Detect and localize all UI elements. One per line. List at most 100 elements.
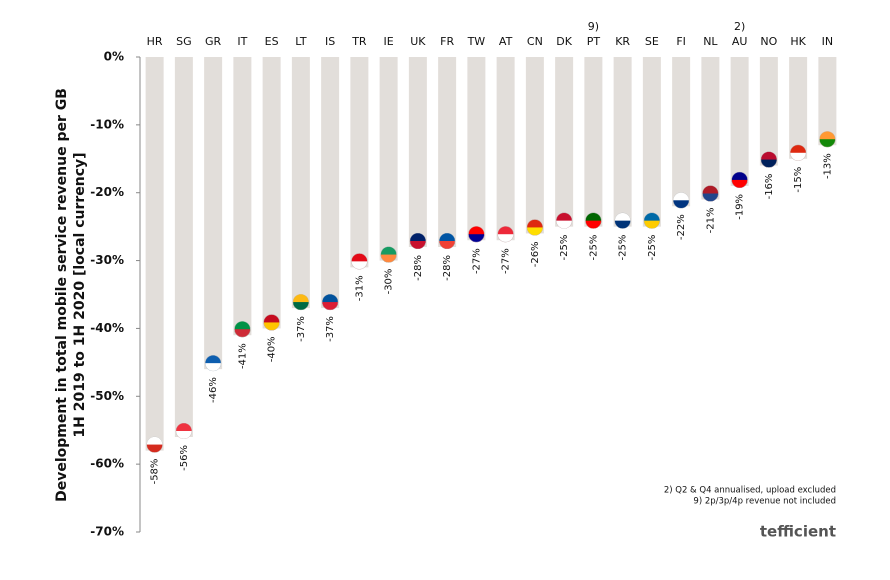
logo: tefficient — [760, 523, 836, 541]
flag — [702, 185, 719, 202]
flag — [790, 144, 807, 161]
value-label: -25% — [618, 235, 629, 261]
bar — [321, 57, 340, 309]
flag — [643, 212, 660, 229]
x-tick-label: ES — [265, 35, 279, 48]
bar — [262, 57, 281, 329]
value-label: -27% — [501, 248, 512, 274]
flag — [760, 151, 777, 168]
category-note: 9) — [588, 20, 599, 33]
flag — [234, 321, 251, 338]
value-label: -25% — [647, 235, 658, 261]
x-tick-label: TW — [467, 35, 486, 48]
bar — [759, 57, 778, 166]
value-label: -26% — [530, 241, 541, 267]
value-label: -58% — [150, 459, 161, 485]
value-label: -16% — [764, 174, 775, 200]
x-tick-label: IT — [237, 35, 247, 48]
x-tick-label: LT — [295, 35, 307, 48]
flag — [351, 253, 368, 270]
value-label: -40% — [267, 336, 278, 362]
bar — [789, 57, 808, 159]
y-tick-label: -70% — [90, 525, 124, 539]
flag — [292, 294, 309, 311]
x-tick-label: HR — [147, 35, 163, 48]
flag — [468, 226, 485, 243]
value-label: -31% — [354, 275, 365, 301]
flag — [175, 423, 192, 439]
flag — [731, 171, 748, 188]
value-label: -19% — [735, 194, 746, 220]
bar — [555, 57, 574, 227]
footnote: 9) 2p/3p/4p revenue not included — [693, 497, 836, 507]
y-tick-label: -30% — [90, 253, 124, 267]
y-tick-label: -10% — [90, 117, 124, 131]
bar — [438, 57, 457, 247]
bar — [350, 57, 369, 268]
x-tick-label: IE — [384, 35, 394, 48]
x-tick-label: FI — [676, 35, 686, 48]
bar — [672, 57, 691, 207]
y-axis-title: Development in total mobile service reve… — [54, 88, 70, 502]
flag — [439, 233, 456, 249]
bar — [613, 57, 632, 227]
flag — [380, 246, 397, 263]
bar — [496, 57, 515, 241]
x-tick-label: HK — [790, 35, 806, 48]
flag — [614, 212, 631, 229]
x-tick-label: AT — [499, 35, 513, 48]
value-label: -27% — [471, 248, 482, 274]
flag — [556, 212, 573, 229]
bar — [730, 57, 749, 186]
flag — [146, 436, 163, 453]
x-tick-label: IN — [822, 35, 833, 48]
flag — [409, 233, 426, 249]
bar — [233, 57, 252, 336]
x-tick-label: IS — [325, 35, 335, 48]
bar — [584, 57, 603, 227]
bar — [467, 57, 486, 241]
value-label: -30% — [384, 269, 395, 295]
flag — [497, 226, 514, 243]
bar — [642, 57, 661, 227]
category-note: 2) — [734, 20, 745, 33]
y-tick-label: -20% — [90, 185, 124, 199]
value-label: -13% — [822, 153, 833, 179]
x-tick-label: PT — [587, 35, 601, 48]
bar — [174, 57, 193, 437]
x-tick-label: SG — [176, 35, 192, 48]
bar — [818, 57, 837, 146]
x-tick-label: NO — [760, 35, 777, 48]
bar — [525, 57, 544, 234]
value-label: -21% — [705, 208, 716, 234]
x-tick-label: AU — [732, 35, 748, 48]
x-tick-label: DK — [556, 35, 572, 48]
x-tick-label: GR — [205, 35, 222, 48]
value-label: -28% — [413, 255, 424, 281]
y-tick-label: -40% — [90, 321, 124, 335]
bar — [408, 57, 427, 247]
value-label: -25% — [559, 235, 570, 261]
y-tick-label: 0% — [104, 50, 124, 64]
flag — [322, 294, 339, 311]
y-tick-label: -60% — [90, 457, 124, 471]
flag — [673, 192, 690, 209]
value-label: -37% — [296, 316, 307, 342]
x-tick-label: NL — [703, 35, 718, 48]
bar — [379, 57, 398, 261]
bar — [701, 57, 720, 200]
flag — [263, 314, 280, 331]
y-tick-label: -50% — [90, 389, 124, 403]
value-label: -22% — [676, 214, 687, 240]
value-label: -15% — [793, 167, 804, 193]
value-label: -41% — [237, 343, 248, 369]
value-label: -56% — [179, 445, 190, 471]
x-tick-label: UK — [410, 35, 426, 48]
value-label: -28% — [442, 255, 453, 281]
flag — [819, 131, 836, 148]
bar — [291, 57, 310, 309]
x-tick-label: SE — [645, 35, 659, 48]
x-tick-label: FR — [440, 35, 454, 48]
flag — [585, 212, 602, 229]
